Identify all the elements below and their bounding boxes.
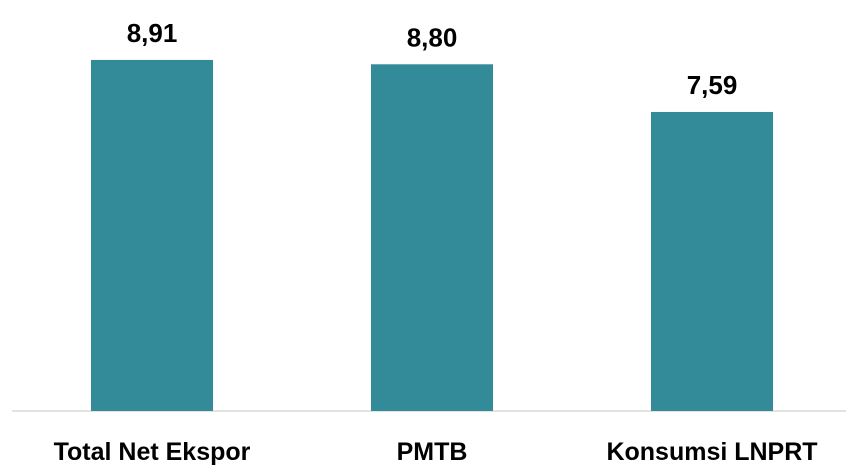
bar-2 (651, 111, 773, 411)
category-label-1: PMTB (397, 438, 468, 466)
bars-group (91, 59, 773, 412)
bar-value-label-2: 7,59 (687, 70, 738, 100)
category-labels-group: Total Net Ekspor PMTB Konsumsi LNPRT (54, 438, 818, 466)
bar-value-label-0: 8,91 (127, 18, 178, 48)
category-label-2: Konsumsi LNPRT (606, 438, 817, 466)
bar-0 (91, 59, 213, 412)
bar-value-label-1: 8,80 (407, 22, 458, 52)
category-label-0: Total Net Ekspor (54, 438, 251, 466)
bar-1 (371, 64, 493, 411)
value-labels-group: 8,91 8,80 7,59 (127, 18, 738, 100)
